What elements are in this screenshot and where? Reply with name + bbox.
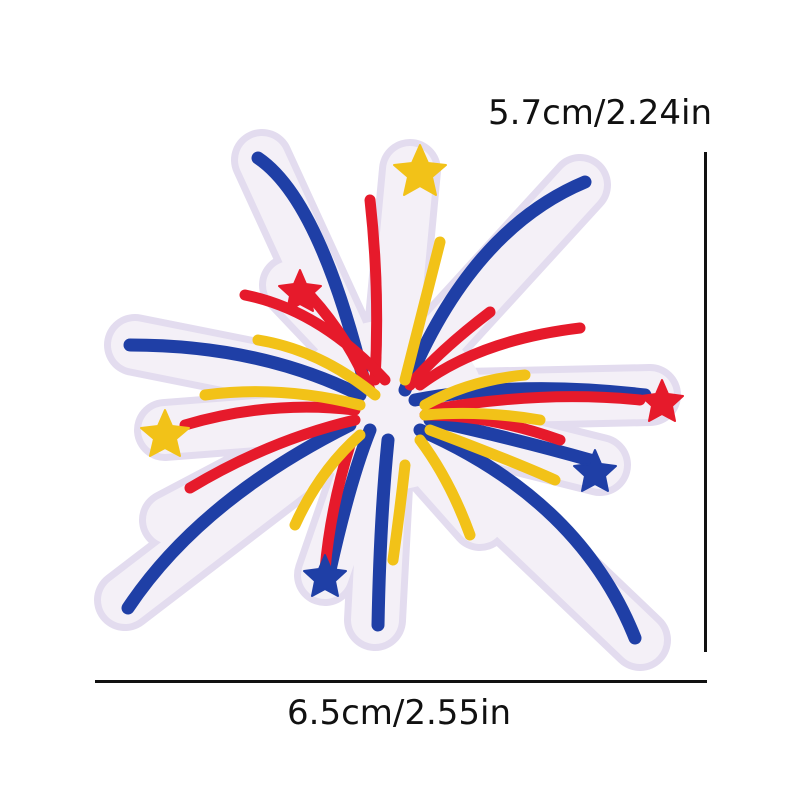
red-streak (404, 306, 496, 391)
red-streak (424, 391, 646, 416)
yellow-streak (419, 407, 546, 426)
blue-streak (123, 338, 367, 402)
height-dimension-line (704, 152, 707, 652)
blue-streak (398, 175, 592, 397)
firework-stars (140, 144, 684, 597)
red-streak (179, 401, 361, 431)
yellow-streak (252, 334, 381, 401)
width-dimension-label: 6.5cm/2.55in (287, 693, 512, 733)
blue-streak (121, 418, 357, 615)
yellow-streak (399, 236, 446, 386)
blue-streak (413, 423, 642, 645)
red-streak (364, 194, 383, 386)
star-icon (140, 409, 190, 457)
star-icon (393, 144, 447, 196)
star-icon (640, 379, 684, 422)
red-streak (184, 414, 361, 494)
red-streak (239, 289, 391, 386)
blue-streak (251, 151, 372, 392)
yellow-streak (199, 386, 366, 411)
red-streak (414, 322, 586, 391)
yellow-streak (419, 369, 531, 411)
blue-streak (423, 413, 597, 467)
star-icon (303, 554, 347, 597)
width-dimension-line (95, 680, 707, 683)
yellow-streak (289, 429, 366, 531)
blue-streak (371, 433, 395, 632)
star-icon (573, 449, 617, 492)
yellow-streak (387, 459, 411, 566)
firework-streaks (121, 151, 652, 645)
star-icon (278, 269, 322, 312)
blue-streak (323, 423, 377, 577)
yellow-streak (424, 424, 561, 486)
yellow-streak (414, 434, 476, 541)
height-dimension-label: 5.7cm/2.24in (488, 93, 713, 133)
